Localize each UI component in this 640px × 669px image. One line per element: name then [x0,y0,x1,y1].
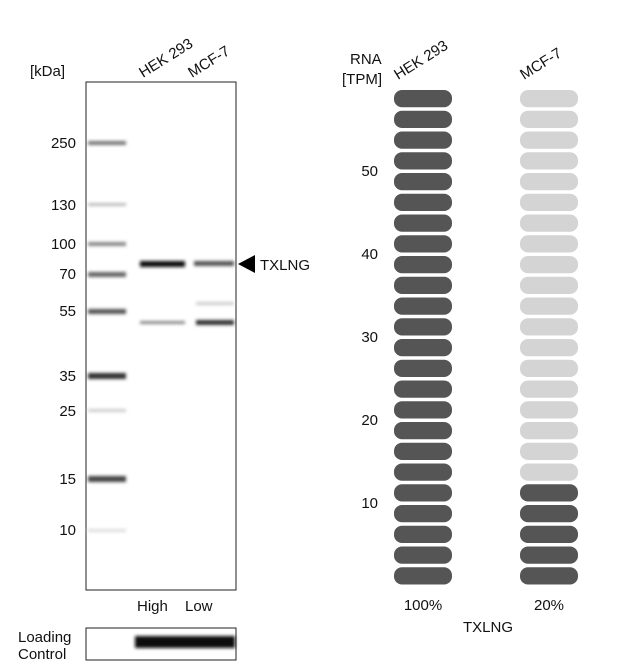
rna-segment [394,173,452,191]
rna-segment [394,463,452,481]
rna-segment [520,193,578,211]
rna-segment [520,505,578,523]
marker-label: 70 [59,266,76,283]
rna-segment [394,359,452,377]
y-tick-label: 30 [361,329,378,346]
marker-label: 15 [59,471,76,488]
rna-segment [520,214,578,232]
y-tick-label: 40 [361,246,378,263]
marker-label: 10 [59,522,76,539]
rna-segment [520,339,578,357]
rna-segment [394,401,452,419]
loading-band [135,636,235,648]
loading-label: Control [18,646,66,663]
rna-segment [394,422,452,440]
rna-segment [394,318,452,336]
percent-label: 100% [404,597,442,614]
rna-segment [394,131,452,149]
rna-segment [394,339,452,357]
marker-label: 250 [51,135,76,152]
rna-segment [520,567,578,585]
rna-segment [394,505,452,523]
rna-segment [520,256,578,274]
blot-frame [85,81,237,591]
rna-segment [394,442,452,460]
rna-segment [394,484,452,502]
rna-axis-label: RNA [350,51,382,68]
rna-segment [520,90,578,108]
marker-label: 55 [59,303,76,320]
level-label: Low [185,598,213,615]
rna-segment [394,256,452,274]
rna-segment [520,297,578,315]
rna-segment [520,235,578,253]
rna-segment [520,173,578,191]
bands [140,261,234,325]
rna-segment [394,546,452,564]
marker-label: 100 [51,236,76,253]
column-label: HEK 293 [391,37,451,83]
rna-segment [520,318,578,336]
lane-label: HEK 293 [136,35,196,81]
gene-label: TXLNG [463,619,513,636]
y-tick-label: 50 [361,163,378,180]
loading-label: Loading [18,629,71,646]
column-label: MCF-7 [517,45,565,84]
target-arrow [238,255,255,273]
rna-segment [394,276,452,294]
y-tick-label: 20 [361,412,378,429]
rna-segment [520,484,578,502]
target-label: TXLNG [260,257,310,274]
rna-segment [394,380,452,398]
rna-segment [520,131,578,149]
percent-label: 20% [534,597,564,614]
marker-label: 25 [59,403,76,420]
marker-label: 35 [59,368,76,385]
rna-segment [394,110,452,128]
rna-segment [394,297,452,315]
rna-segment [520,546,578,564]
ladder [88,141,126,532]
rna-segment [520,359,578,377]
rna-segment [520,380,578,398]
rna-segment [394,193,452,211]
rna-segment [394,235,452,253]
rna-segment [394,525,452,543]
rna-segment [520,110,578,128]
rna-segment [520,401,578,419]
rna-segment [520,422,578,440]
rna-segment [520,442,578,460]
rna-segment [394,214,452,232]
rna-segment [520,463,578,481]
unit-label: [kDa] [30,63,65,80]
rna-segment [520,525,578,543]
level-label: High [137,598,168,615]
rna-segment [394,90,452,108]
rna-segment [394,152,452,170]
marker-label: 130 [51,197,76,214]
rna-segment [394,567,452,585]
rna-segment [520,276,578,294]
y-tick-label: 10 [361,495,378,512]
rna-axis-label: [TPM] [342,71,382,88]
rna-segment [520,152,578,170]
